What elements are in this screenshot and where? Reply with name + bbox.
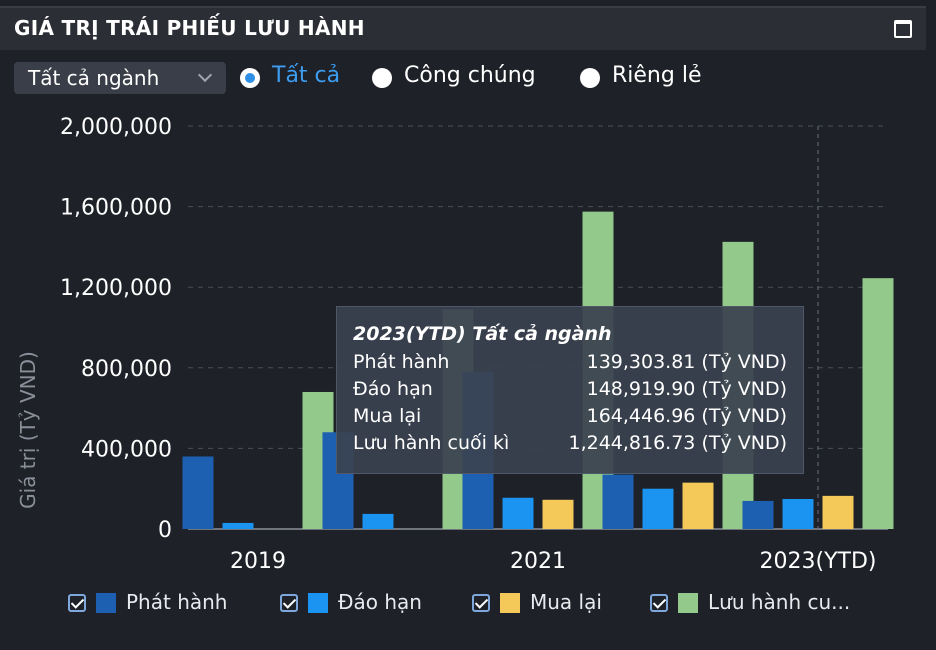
checkbox-icon[interactable] [280, 594, 298, 612]
bar-mua-lại [682, 482, 714, 529]
radio-selected-icon [240, 68, 260, 88]
tooltip-series-value: 1,244,816.73 (Tỷ VND) [568, 432, 787, 454]
maximize-icon[interactable] [894, 20, 912, 38]
bar-mua-lại [822, 495, 854, 529]
y-tick-label: 400,000 [81, 437, 172, 462]
chart-tooltip: 2023(YTD) Tất cả ngành Phát hành 139,303… [336, 306, 804, 474]
bar-đáo-hạn [362, 513, 394, 529]
tooltip-row: Mua lại 164,446.96 (Tỷ VND) [353, 405, 787, 431]
tooltip-series-value: 148,919.90 (Tỷ VND) [586, 378, 787, 400]
bar-phát-hành [182, 456, 214, 529]
y-axis-label: Giá trị (Tỷ VND) [16, 351, 40, 509]
checkbox-icon[interactable] [650, 594, 668, 612]
bar-lưu-hành-cuối-kì [862, 278, 894, 529]
legend-label: Phát hành [126, 590, 228, 614]
panel-header: GIÁ TRỊ TRÁI PHIẾU LƯU HÀNH [0, 6, 926, 50]
legend-label: Lưu hành cu... [708, 590, 851, 614]
tooltip-series-value: 164,446.96 (Tỷ VND) [586, 405, 787, 427]
radio-all-label: Tất cả [272, 63, 341, 88]
bar-phát-hành [602, 474, 634, 529]
bar-đáo-hạn [222, 522, 254, 529]
tooltip-row: Lưu hành cuối kì 1,244,816.73 (Tỷ VND) [353, 432, 787, 458]
radio-unselected-icon [580, 68, 600, 88]
radio-unselected-icon [372, 68, 392, 88]
checkbox-icon[interactable] [472, 594, 490, 612]
radio-private-label: Riêng lẻ [612, 63, 702, 88]
legend-swatch [308, 593, 328, 613]
tooltip-series-name: Lưu hành cuối kì [353, 432, 510, 454]
panel-title: GIÁ TRỊ TRÁI PHIẾU LƯU HÀNH [14, 16, 365, 40]
y-tick-label: 2,000,000 [60, 115, 172, 140]
legend-label: Đáo hạn [338, 590, 422, 614]
bar-mua-lại [542, 499, 574, 529]
bar-đáo-hạn [782, 498, 814, 529]
tooltip-series-name: Mua lại [353, 405, 422, 427]
industry-select[interactable]: Tất cả ngành [14, 62, 226, 94]
checkbox-icon[interactable] [68, 594, 86, 612]
bar-đáo-hạn [642, 488, 674, 529]
tooltip-series-name: Phát hành [353, 351, 450, 373]
x-tick-label: 2021 [510, 549, 566, 574]
tooltip-title: 2023(YTD) Tất cả ngành [353, 323, 612, 345]
y-tick-label: 800,000 [81, 357, 172, 382]
bar-phát-hành [742, 500, 774, 529]
x-tick-label: 2023(YTD) [760, 549, 877, 574]
legend-label: Mua lại [530, 590, 602, 614]
y-tick-label: 1,200,000 [60, 276, 172, 301]
legend-swatch [96, 593, 116, 613]
tooltip-row: Phát hành 139,303.81 (Tỷ VND) [353, 351, 787, 377]
legend-swatch [500, 593, 520, 613]
tooltip-row: Đáo hạn 148,919.90 (Tỷ VND) [353, 378, 787, 404]
bar-đáo-hạn [502, 497, 534, 529]
chevron-down-icon [197, 67, 213, 83]
industry-select-value: Tất cả ngành [28, 66, 160, 90]
radio-public-label: Công chúng [404, 63, 536, 88]
y-tick-label: 1,600,000 [60, 196, 172, 221]
tooltip-series-name: Đáo hạn [353, 378, 433, 400]
y-tick-label: 0 [158, 518, 172, 543]
tooltip-series-value: 139,303.81 (Tỷ VND) [586, 351, 787, 373]
x-tick-label: 2019 [230, 549, 286, 574]
legend-swatch [678, 593, 698, 613]
